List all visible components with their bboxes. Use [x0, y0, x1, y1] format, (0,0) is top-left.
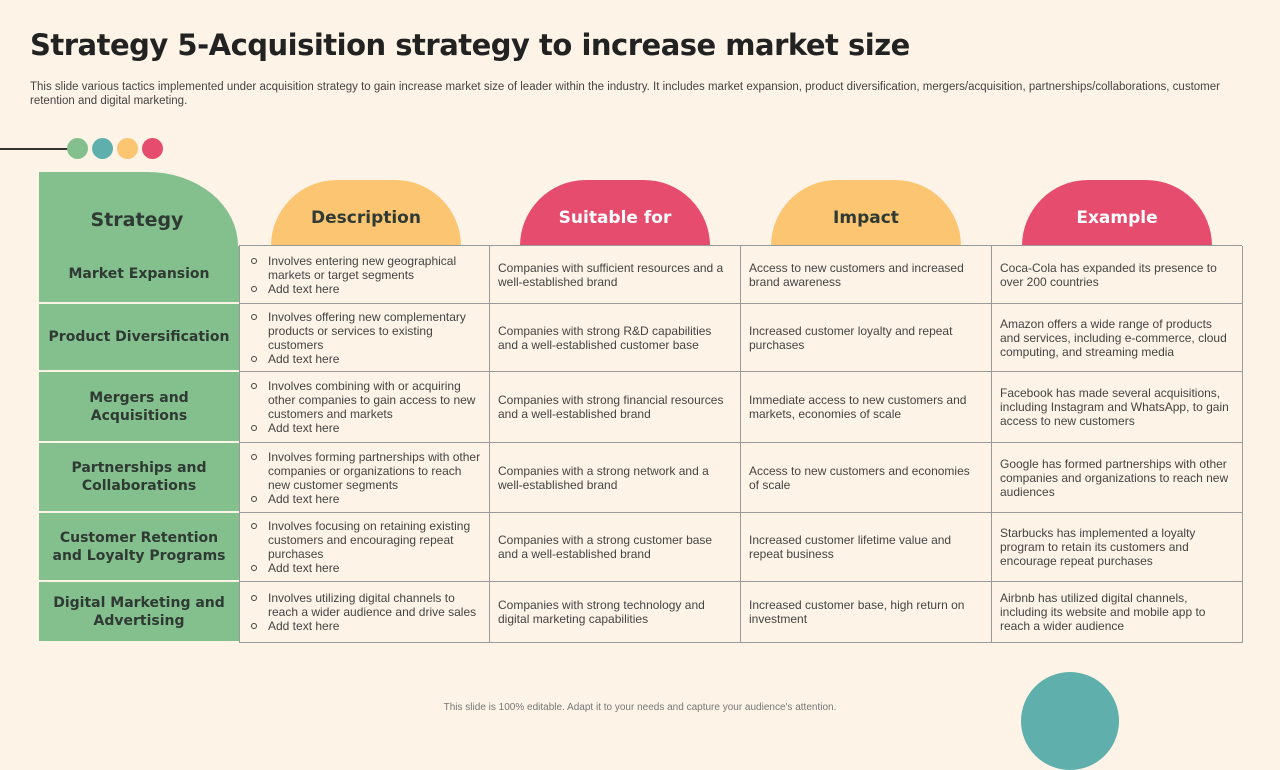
pink-dot [142, 138, 163, 159]
description-bullet: Involves focusing on retaining existing … [251, 519, 481, 561]
row-strategy-label: Market Expansion [39, 246, 239, 304]
footer-note: This slide is 100% editable. Adapt it to… [443, 702, 837, 713]
description-cell: Involves combining with or acquiring oth… [239, 372, 490, 443]
description-bullet: Add text here [251, 561, 481, 575]
description-header-label: Description [311, 208, 421, 228]
description-header: Description [271, 180, 461, 246]
description-bullet: Involves utilizing digital channels to r… [251, 591, 481, 619]
suitable-header: Suitable for [520, 180, 710, 246]
description-cell: Involves offering new complementary prod… [239, 304, 490, 372]
example-header: Example [1022, 180, 1212, 246]
description-bullet: Involves entering new geographical marke… [251, 254, 481, 282]
row-strategy-label: Digital Marketing and Advertising [39, 582, 239, 643]
impact-cell: Increased customer base, high return on … [741, 582, 992, 643]
description-list: Involves focusing on retaining existing … [250, 519, 481, 575]
example-cell: Amazon offers a wide range of products a… [992, 304, 1243, 372]
suitable-cell: Companies with strong financial resource… [490, 372, 741, 443]
suitable-cell: Companies with a strong network and a we… [490, 443, 741, 513]
example-cell: Airbnb has utilized digital channels, in… [992, 582, 1243, 643]
description-bullet: Add text here [251, 352, 481, 366]
description-bullet: Add text here [251, 421, 481, 435]
green-dot [67, 138, 88, 159]
impact-cell: Increased customer loyalty and repeat pu… [741, 304, 992, 372]
suitable-cell: Companies with strong R&D capabilities a… [490, 304, 741, 372]
impact-header: Impact [771, 180, 961, 246]
slide-subtitle: This slide various tactics implemented u… [30, 81, 1220, 107]
example-cell: Coca-Cola has expanded its presence to o… [992, 246, 1243, 304]
description-bullet: Involves offering new complementary prod… [251, 310, 481, 352]
slide-title: Strategy 5-Acquisition strategy to incre… [30, 28, 910, 62]
row-strategy-label: Mergers and Acquisitions [39, 372, 239, 443]
impact-cell: Access to new customers and increased br… [741, 246, 992, 304]
yellow-dot [117, 138, 138, 159]
example-cell: Facebook has made several acquisitions, … [992, 372, 1243, 443]
description-cell: Involves entering new geographical marke… [239, 246, 490, 304]
description-cell: Involves focusing on retaining existing … [239, 513, 490, 582]
impact-cell: Access to new customers and economies of… [741, 443, 992, 513]
strategy-header: Strategy [39, 172, 238, 246]
description-list: Involves forming partnerships with other… [250, 450, 481, 506]
suitable-header-label: Suitable for [558, 208, 672, 228]
teal-dot [92, 138, 113, 159]
strategy-header-label: Strategy [90, 209, 184, 231]
row-strategy-label: Product Diversification [39, 304, 239, 372]
description-cell: Involves utilizing digital channels to r… [239, 582, 490, 643]
description-bullet: Involves forming partnerships with other… [251, 449, 481, 492]
description-bullet: Involves combining with or acquiring oth… [251, 379, 481, 421]
description-list: Involves utilizing digital channels to r… [250, 591, 481, 633]
row-strategy-label: Partnerships and Collaborations [39, 443, 239, 513]
example-cell: Google has formed partnerships with othe… [992, 443, 1243, 513]
row-strategy-label: Customer Retention and Loyalty Programs [39, 513, 239, 582]
table-top-border [239, 245, 1242, 246]
decorative-line [0, 148, 70, 150]
description-list: Involves offering new complementary prod… [250, 310, 481, 366]
suitable-cell: Companies with sufficient resources and … [490, 246, 741, 304]
description-bullet: Add text here [251, 619, 481, 633]
example-cell: Starbucks has implemented a loyalty prog… [992, 513, 1243, 582]
suitable-cell: Companies with a strong customer base an… [490, 513, 741, 582]
suitable-cell: Companies with strong technology and dig… [490, 582, 741, 643]
description-list: Involves combining with or acquiring oth… [250, 379, 481, 435]
description-list: Involves entering new geographical marke… [250, 254, 481, 296]
description-bullet: Add text here [251, 492, 481, 506]
impact-header-label: Impact [833, 208, 899, 228]
impact-cell: Increased customer lifetime value and re… [741, 513, 992, 582]
example-header-label: Example [1076, 208, 1158, 228]
description-cell: Involves forming partnerships with other… [239, 443, 490, 513]
description-bullet: Add text here [251, 282, 481, 296]
impact-cell: Immediate access to new customers and ma… [741, 372, 992, 443]
decorative-circle [1021, 672, 1119, 770]
